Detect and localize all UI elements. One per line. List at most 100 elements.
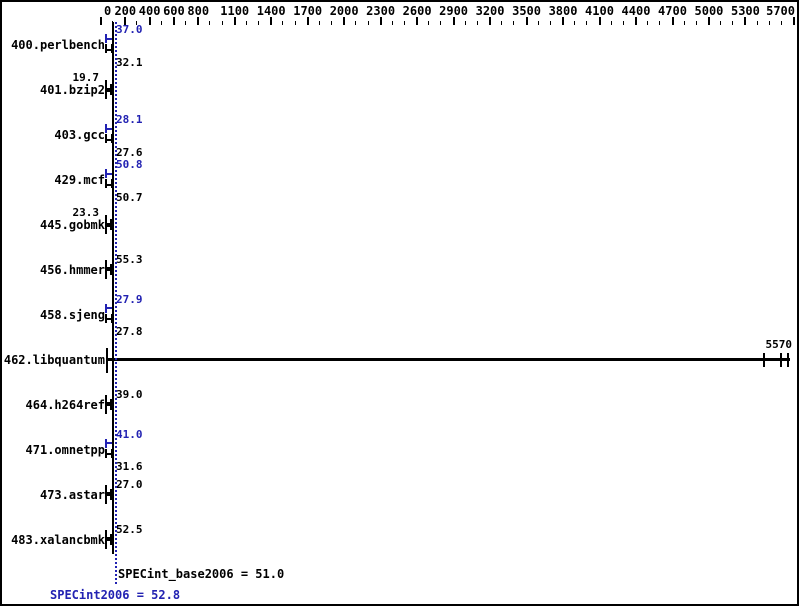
axis-minor-tick — [161, 21, 162, 25]
axis-major-tick — [270, 17, 272, 25]
base-value-label: 23.3 — [72, 206, 99, 219]
axis-minor-tick — [501, 21, 502, 25]
benchmark-label: 400.perlbench — [11, 38, 105, 53]
axis-major-tick — [124, 17, 126, 25]
base-value-label: 27.6 — [116, 145, 143, 159]
peak-value-label: 27.9 — [116, 292, 143, 306]
base-value-label: 52.5 — [116, 522, 143, 536]
axis-tick-label: 2000 — [329, 4, 359, 18]
base-value-label: 55.3 — [116, 252, 143, 266]
base-value-label: 27.8 — [116, 325, 143, 339]
axis-minor-tick — [769, 21, 770, 25]
axis-minor-tick — [684, 21, 685, 25]
axis-minor-tick — [428, 21, 429, 25]
axis-tick-label: 200 — [114, 4, 137, 18]
axis-minor-tick — [258, 21, 259, 25]
benchmark-label: 401.bzip2 — [39, 83, 105, 98]
axis-major-tick — [635, 17, 637, 25]
axis-major-tick — [708, 17, 710, 25]
benchmark-label: 429.mcf — [54, 173, 105, 188]
benchmark-label: 445.gobmk — [39, 218, 105, 232]
axis-major-tick — [149, 17, 151, 25]
axis-major-tick — [453, 17, 455, 25]
axis-minor-tick — [185, 21, 186, 25]
peak-mean-line — [115, 22, 117, 586]
axis-minor-tick — [781, 21, 782, 25]
benchmark-label: 464.h264ref — [25, 397, 105, 412]
axis-tick-label: 800 — [187, 4, 210, 18]
axis-minor-tick — [404, 21, 405, 25]
benchmark-label: 462.libquantum — [3, 352, 105, 367]
axis-tick-label: 2600 — [402, 4, 432, 18]
axis-tick-label: 5000 — [694, 4, 724, 18]
axis-minor-tick — [319, 21, 320, 25]
axis-major-tick — [100, 17, 102, 25]
axis-minor-tick — [209, 21, 210, 25]
axis-minor-tick — [465, 21, 466, 25]
axis-major-tick — [599, 17, 601, 25]
axis-major-tick — [489, 17, 491, 25]
axis-minor-tick — [331, 21, 332, 25]
base-value-label: 31.6 — [116, 460, 143, 474]
axis-tick-label: 2900 — [439, 4, 469, 18]
axis-minor-tick — [440, 21, 441, 25]
axis-tick-label: 600 — [163, 4, 185, 18]
axis-minor-tick — [368, 21, 369, 25]
axis-tick-label: 3500 — [512, 4, 541, 18]
axis-minor-tick — [513, 21, 514, 25]
axis-minor-tick — [538, 21, 539, 25]
axis-minor-tick — [295, 21, 296, 25]
axis-minor-tick — [647, 21, 648, 25]
axis-tick-label: 4400 — [621, 4, 651, 18]
axis-tick-label: 1400 — [256, 4, 286, 18]
axis-tick-label: 5700 — [766, 4, 796, 18]
axis-tick-label: 400 — [138, 4, 161, 18]
peak-value-label: 37.0 — [116, 23, 143, 37]
benchmark-label: 473.astar — [39, 487, 105, 502]
benchmark-label: 458.sjeng — [39, 307, 105, 322]
axis-major-tick — [380, 17, 382, 25]
axis-major-tick — [307, 17, 309, 25]
benchmark-label: 456.hmmer — [39, 262, 105, 277]
axis-minor-tick — [696, 21, 697, 25]
axis-tick-label: 1100 — [220, 4, 250, 18]
axis-minor-tick — [477, 21, 478, 25]
axis-major-tick — [173, 17, 175, 25]
axis-minor-tick — [586, 21, 587, 25]
benchmark-label: 403.gcc — [54, 128, 105, 143]
axis-minor-tick — [282, 21, 283, 25]
axis-minor-tick — [550, 21, 551, 25]
axis-minor-tick — [611, 21, 612, 25]
peak-value-label: 28.1 — [116, 113, 143, 127]
axis-minor-tick — [732, 21, 733, 25]
benchmark-label: 483.xalancbmk — [11, 532, 105, 547]
base-mean-line — [112, 22, 114, 554]
axis-major-tick — [234, 17, 236, 25]
axis-minor-tick — [757, 21, 758, 25]
peak-value-label: 50.8 — [116, 158, 143, 172]
base-value-label: 27.0 — [116, 477, 143, 491]
axis-tick-label: 1700 — [293, 4, 323, 18]
axis-tick-label: 5300 — [730, 4, 760, 18]
base-mean-caption: SPECint_base2006 = 51.0 — [118, 567, 285, 581]
axis-tick-label: 3200 — [475, 4, 505, 18]
axis-minor-tick — [246, 21, 247, 25]
benchmark-label: 471.omnetpp — [25, 442, 105, 457]
peak-mean-caption: SPECint2006 = 52.8 — [50, 588, 181, 602]
axis-major-tick — [793, 17, 795, 25]
axis-tick-label: 4700 — [658, 4, 687, 18]
axis-minor-tick — [136, 21, 137, 25]
axis-tick-label: 2300 — [366, 4, 396, 18]
axis-major-tick — [526, 17, 528, 25]
axis-minor-tick — [355, 21, 356, 25]
axis-minor-tick — [623, 21, 624, 25]
axis-tick-label: 4100 — [585, 4, 614, 18]
axis-major-tick — [343, 17, 345, 25]
axis-tick-label: 0 — [104, 4, 112, 18]
base-value-label: 39.0 — [116, 387, 143, 401]
axis-major-tick — [562, 17, 564, 25]
axis-minor-tick — [222, 21, 223, 25]
axis-tick-label: 3800 — [548, 4, 578, 18]
peak-value-label: 41.0 — [116, 427, 143, 441]
